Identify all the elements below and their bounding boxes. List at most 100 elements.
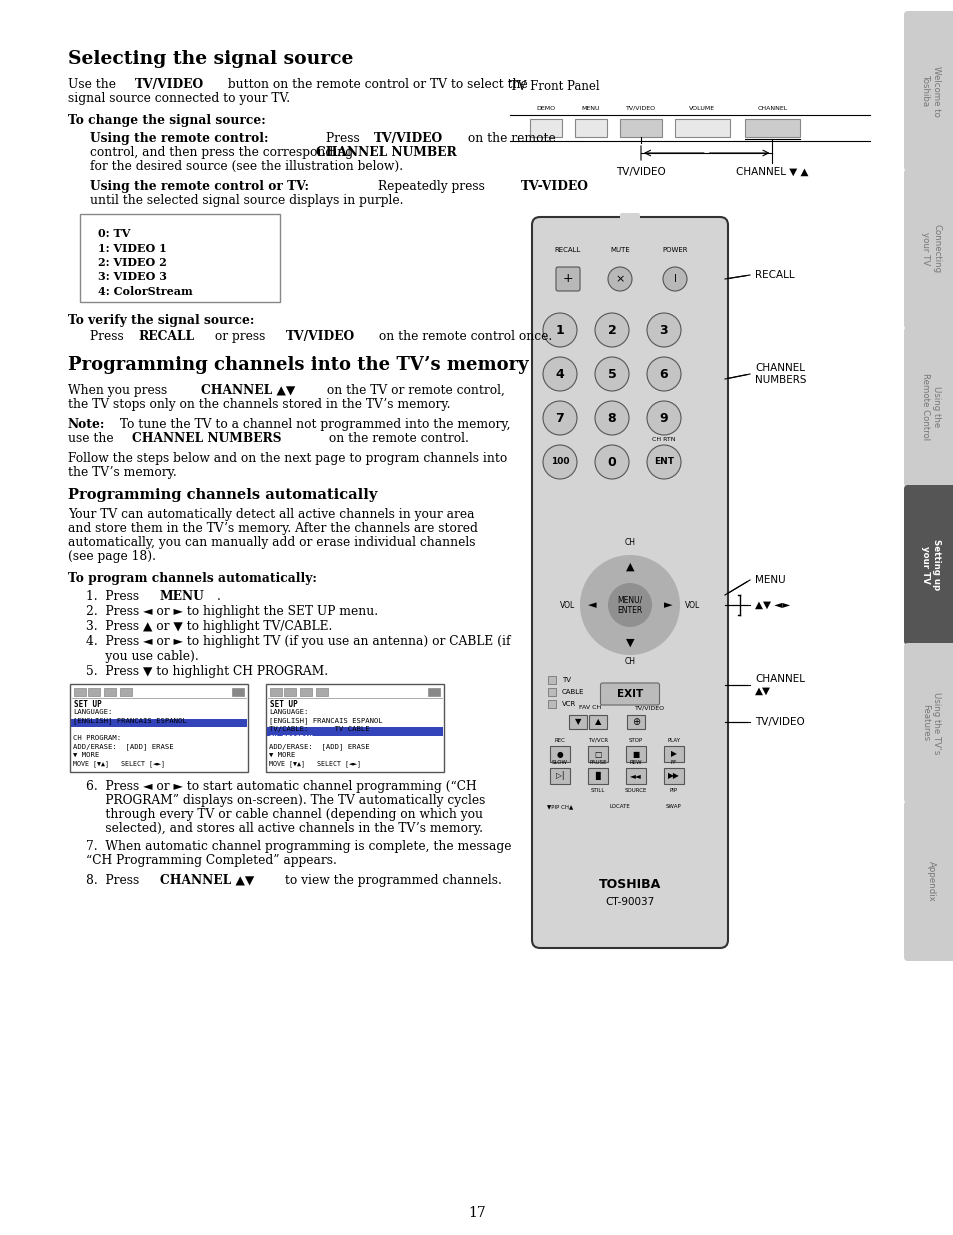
Text: 8: 8 bbox=[607, 411, 616, 425]
Text: Programming channels automatically: Programming channels automatically bbox=[68, 488, 377, 501]
Text: ▼ MORE: ▼ MORE bbox=[269, 752, 294, 757]
Text: STILL: STILL bbox=[590, 788, 604, 793]
FancyBboxPatch shape bbox=[532, 217, 727, 948]
Text: REC: REC bbox=[554, 739, 565, 743]
Text: ▐▌: ▐▌ bbox=[592, 772, 603, 781]
Text: CHANNEL
NUMBERS: CHANNEL NUMBERS bbox=[754, 363, 805, 385]
Text: Setting up
your TV: Setting up your TV bbox=[920, 540, 940, 590]
Text: DEMO: DEMO bbox=[536, 106, 555, 111]
Text: +: + bbox=[562, 273, 573, 285]
Text: ■: ■ bbox=[632, 750, 639, 758]
Circle shape bbox=[595, 312, 628, 347]
Bar bbox=[74, 688, 86, 697]
Text: TV/CABLE:      TV CABLE: TV/CABLE: TV CABLE bbox=[269, 726, 369, 732]
Circle shape bbox=[542, 445, 577, 479]
Text: ▼ MORE: ▼ MORE bbox=[73, 752, 99, 757]
Text: 5: 5 bbox=[607, 368, 616, 380]
Text: to view the programmed channels.: to view the programmed channels. bbox=[281, 874, 501, 887]
Text: ⊕: ⊕ bbox=[631, 718, 639, 727]
Bar bbox=[315, 688, 328, 697]
Text: MUTE: MUTE bbox=[610, 247, 629, 253]
Text: To program channels automatically:: To program channels automatically: bbox=[68, 572, 316, 585]
Text: RECALL: RECALL bbox=[754, 270, 794, 280]
Circle shape bbox=[542, 312, 577, 347]
Circle shape bbox=[595, 445, 628, 479]
Text: 2: 2 bbox=[607, 324, 616, 336]
Text: 6: 6 bbox=[659, 368, 668, 380]
FancyBboxPatch shape bbox=[903, 802, 953, 961]
Text: Note:: Note: bbox=[68, 417, 105, 431]
Text: TV/VIDEO: TV/VIDEO bbox=[134, 78, 204, 91]
Text: ▶: ▶ bbox=[670, 750, 677, 758]
Circle shape bbox=[646, 312, 680, 347]
Text: [ENGLISH] FRANCAIS ESPANOL: [ENGLISH] FRANCAIS ESPANOL bbox=[269, 718, 382, 724]
Text: Repeatedly press: Repeatedly press bbox=[377, 180, 488, 193]
Text: on the TV or remote control,: on the TV or remote control, bbox=[322, 384, 504, 396]
Bar bbox=[547, 700, 556, 708]
Text: TV/VIDEO: TV/VIDEO bbox=[625, 106, 656, 111]
Circle shape bbox=[646, 445, 680, 479]
Text: 2: VIDEO 2: 2: VIDEO 2 bbox=[98, 257, 167, 268]
Text: POWER: POWER bbox=[661, 247, 687, 253]
Bar bbox=[663, 746, 683, 762]
Bar bbox=[587, 768, 607, 784]
Bar bbox=[550, 746, 569, 762]
Text: VOL: VOL bbox=[559, 600, 575, 610]
Text: ▲: ▲ bbox=[594, 718, 600, 726]
Bar bbox=[619, 119, 661, 137]
Text: Press: Press bbox=[90, 330, 128, 343]
Text: 5.  Press ▼ to highlight CH PROGRAM.: 5. Press ▼ to highlight CH PROGRAM. bbox=[86, 664, 328, 678]
Text: EXIT: EXIT bbox=[617, 689, 642, 699]
Text: ◄: ◄ bbox=[587, 600, 596, 610]
Text: FF: FF bbox=[670, 760, 677, 764]
Text: 3.  Press ▲ or ▼ to highlight TV/CABLE.: 3. Press ▲ or ▼ to highlight TV/CABLE. bbox=[86, 620, 332, 634]
FancyBboxPatch shape bbox=[903, 11, 953, 170]
Circle shape bbox=[542, 401, 577, 435]
Text: ▶▶: ▶▶ bbox=[667, 772, 679, 781]
Circle shape bbox=[595, 357, 628, 391]
Text: TV/VIDEO: TV/VIDEO bbox=[754, 718, 804, 727]
Text: 17: 17 bbox=[468, 1207, 485, 1220]
Bar bbox=[626, 715, 644, 729]
Text: Appendix: Appendix bbox=[925, 861, 935, 902]
FancyBboxPatch shape bbox=[903, 169, 953, 329]
Text: or press: or press bbox=[211, 330, 269, 343]
Text: 7.  When automatic channel programming is complete, the message: 7. When automatic channel programming is… bbox=[86, 840, 511, 853]
Text: MENU: MENU bbox=[159, 590, 204, 603]
Text: VOL: VOL bbox=[684, 600, 700, 610]
Text: TV/VIDEO: TV/VIDEO bbox=[635, 705, 664, 710]
Text: VCR: VCR bbox=[561, 701, 576, 706]
Text: Using the remote control or TV:: Using the remote control or TV: bbox=[90, 180, 313, 193]
Bar bbox=[104, 688, 116, 697]
Text: ENT: ENT bbox=[654, 457, 673, 467]
Bar bbox=[88, 688, 100, 697]
Bar bbox=[568, 715, 586, 729]
Text: for the desired source (see the illustration below).: for the desired source (see the illustra… bbox=[90, 161, 403, 173]
FancyBboxPatch shape bbox=[599, 683, 659, 705]
Text: on the remote control once.: on the remote control once. bbox=[375, 330, 552, 343]
Text: through every TV or cable channel (depending on which you: through every TV or cable channel (depen… bbox=[86, 808, 482, 821]
Text: MOVE [▼▲]   SELECT [◄►]: MOVE [▼▲] SELECT [◄►] bbox=[73, 761, 165, 767]
Text: selected), and stores all active channels in the TV’s memory.: selected), and stores all active channel… bbox=[86, 823, 482, 835]
Text: TV: TV bbox=[561, 677, 571, 683]
Text: 0: 0 bbox=[607, 456, 616, 468]
FancyBboxPatch shape bbox=[903, 327, 953, 487]
Bar bbox=[588, 715, 606, 729]
Bar bbox=[284, 688, 295, 697]
Text: SLOW: SLOW bbox=[552, 760, 567, 764]
Text: ◄◄: ◄◄ bbox=[630, 772, 641, 781]
Text: ▼: ▼ bbox=[574, 718, 580, 726]
Bar bbox=[625, 768, 645, 784]
Text: on the remote: on the remote bbox=[463, 132, 555, 144]
Bar bbox=[550, 768, 569, 784]
Text: 1: 1 bbox=[555, 324, 564, 336]
Bar bbox=[120, 688, 132, 697]
Text: the TV stops only on the channels stored in the TV’s memory.: the TV stops only on the channels stored… bbox=[68, 398, 450, 411]
Text: TV/VCR: TV/VCR bbox=[587, 739, 607, 743]
Bar bbox=[232, 688, 244, 697]
Circle shape bbox=[607, 267, 631, 291]
Text: Selecting the signal source: Selecting the signal source bbox=[68, 49, 353, 68]
Text: 4: 4 bbox=[555, 368, 564, 380]
Text: 100: 100 bbox=[550, 457, 569, 467]
Text: until the selected signal source displays in purple.: until the selected signal source display… bbox=[90, 194, 403, 207]
